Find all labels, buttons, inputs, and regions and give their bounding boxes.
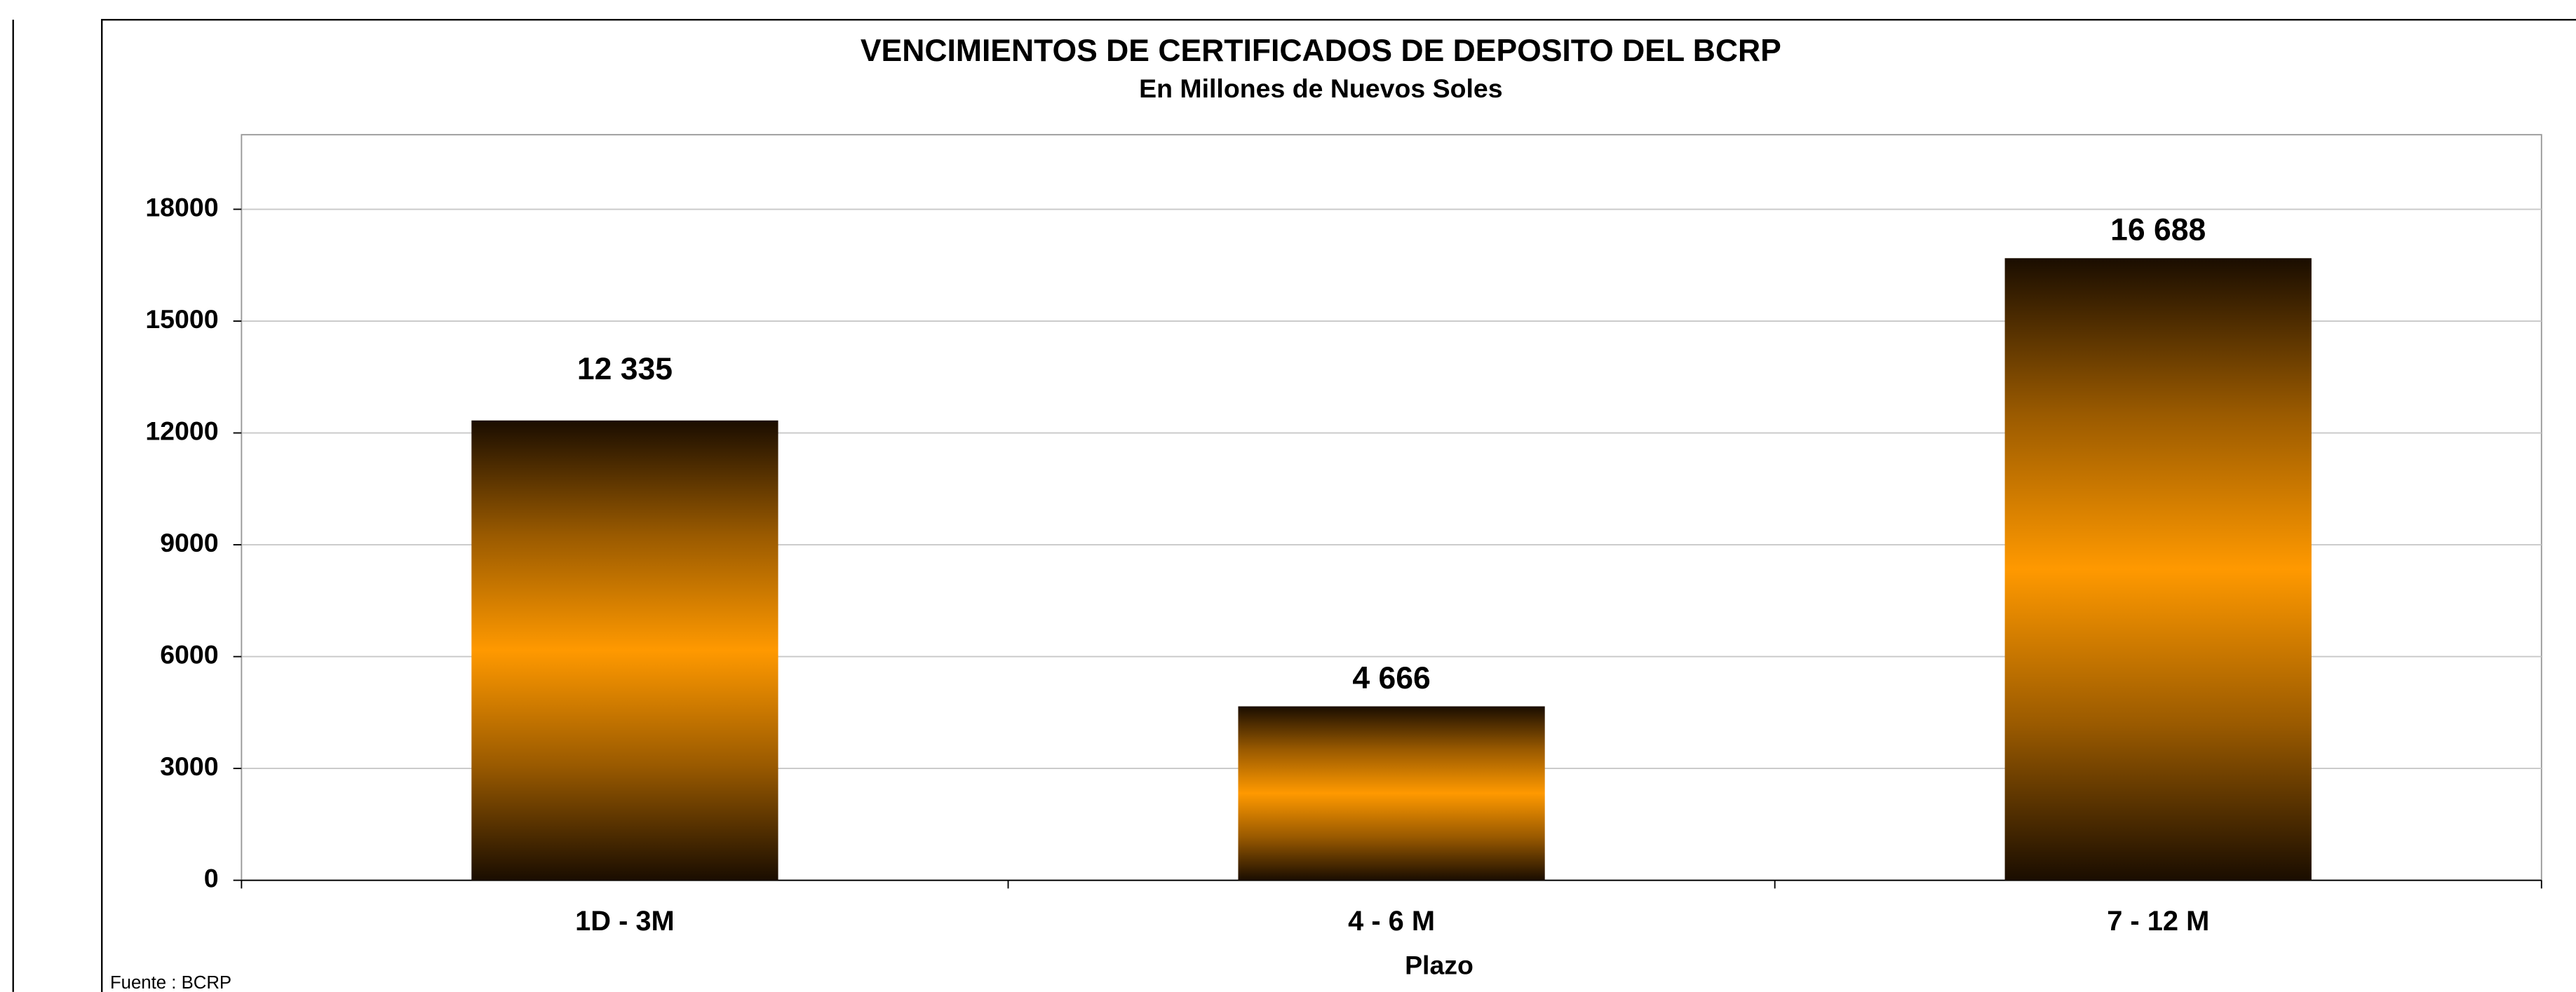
- source-note: Fuente : BCRP: [110, 973, 231, 992]
- chart-subtitle: En Millones de Nuevos Soles: [1139, 74, 1502, 103]
- x-tick-label: 4 - 6 M: [1348, 906, 1435, 937]
- y-tick-label: 15000: [145, 304, 218, 334]
- x-tick-label: 7 - 12 M: [2107, 906, 2209, 937]
- y-tick-label: 3000: [160, 752, 218, 781]
- y-tick-label: 0: [204, 864, 219, 893]
- chart-title: VENCIMIENTOS DE CERTIFICADOS DE DEPOSITO…: [861, 34, 1781, 68]
- plot: 0 3000 6000 9000 12000 15000 18000 1D - 3M 12 33…: [145, 192, 2542, 937]
- y-tick-label: 9000: [160, 528, 218, 557]
- bar: [471, 420, 778, 881]
- bar: [1238, 706, 1545, 881]
- y-tick-label: 18000: [145, 192, 218, 222]
- data-label: 4 666: [1352, 661, 1430, 695]
- y-tick-label: 6000: [160, 639, 218, 669]
- bar: [2004, 258, 2312, 881]
- chart-frame: [101, 19, 2576, 992]
- data-label: 16 688: [2110, 213, 2206, 247]
- y-tick-label: 12000: [145, 416, 218, 445]
- data-label: 12 335: [577, 352, 673, 386]
- x-axis-label: Plazo: [1405, 951, 1474, 980]
- x-tick-label: 1D - 3M: [575, 906, 675, 937]
